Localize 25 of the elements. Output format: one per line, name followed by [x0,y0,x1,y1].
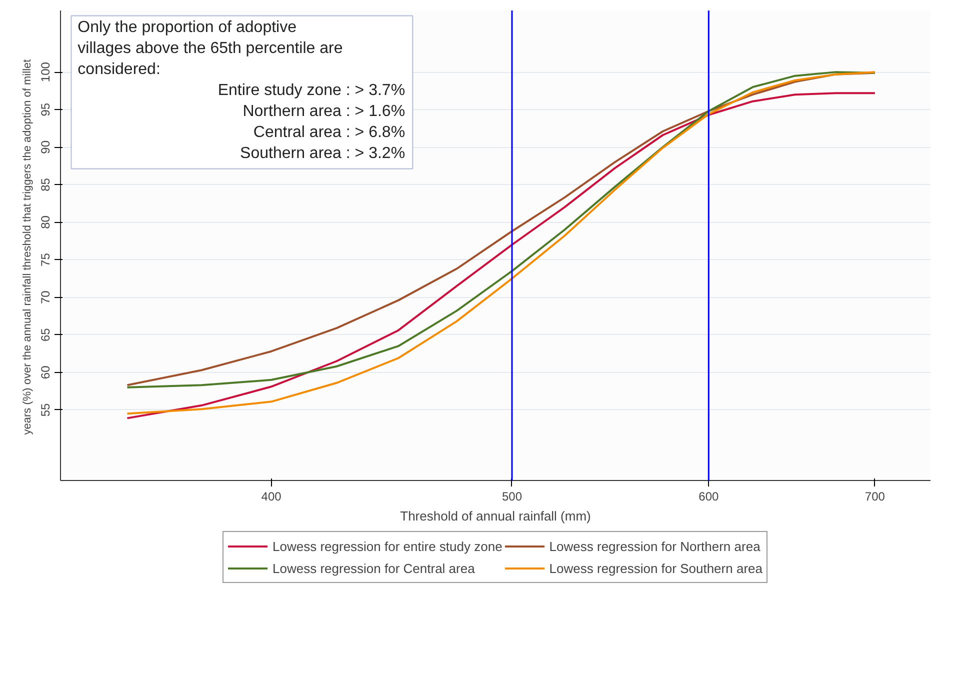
y-tick-label: 55 [38,402,52,417]
y-axis-title: years (%) over the annual rainfall threshold that triggers the adoption of millet [22,59,34,435]
annotation: Central area : > 6.8% [253,124,406,141]
y-tick-label: 90 [38,140,52,154]
y-tick-label: 65 [38,328,52,342]
y-tick-label: 80 [38,215,52,229]
legend-label: Lowess regression for Northern area [549,538,760,554]
y-tick-label: 85 [38,178,52,192]
y-tick-label: 70 [38,290,52,304]
legend-label: Lowess regression for entire study zone [272,538,502,554]
x-tick-label: 600 [698,490,719,504]
x-tick-label: 700 [864,490,886,504]
annotation: Northern area : > 1.6% [242,102,406,120]
y-tick-label: 100 [38,62,52,82]
y-tick-label: 75 [38,252,52,266]
annotation: Only the proportion of adoptive villages above the 65th percentile are considered: [78,18,343,78]
x-tick-label: 400 [261,490,282,504]
y-tick-label: 95 [38,102,52,116]
annotation: Entire study zone : > 3.7% [218,82,406,99]
legend-label: Lowess regression for Southern area [549,560,762,576]
y-tick-label: 60 [38,365,52,380]
x-axis-title: Threshold of annual rainfall (mm) [400,508,591,524]
annotation: Southern area : > 3.2% [240,144,406,162]
x-tick-label: 500 [502,490,522,504]
legend-label: Lowess regression for Central area [272,560,475,576]
